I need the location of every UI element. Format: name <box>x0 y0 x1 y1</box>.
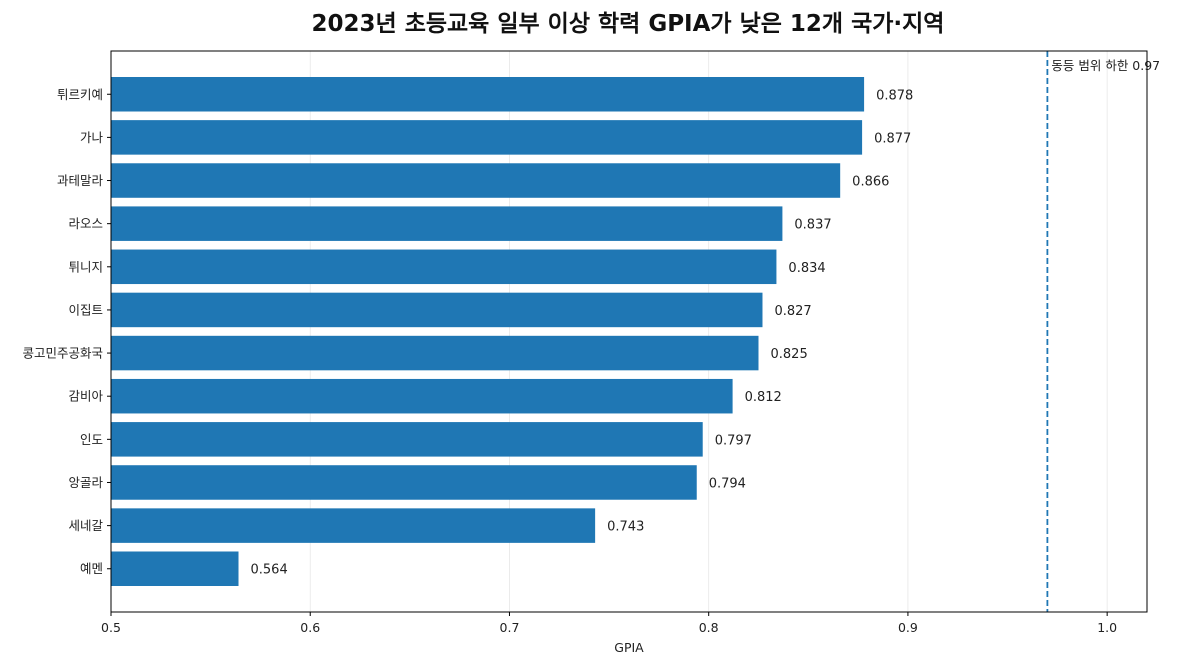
x-tick-label: 0.9 <box>898 620 918 635</box>
bar-value-label: 0.812 <box>745 390 782 405</box>
category-label: 튀니지 <box>68 259 103 274</box>
bar <box>111 206 783 241</box>
bar-value-label: 0.877 <box>874 131 911 146</box>
bar-value-label: 0.564 <box>251 563 288 578</box>
bar <box>111 508 596 543</box>
reference-line-group: 동등 범위 하한 0.97 <box>1046 51 1160 612</box>
bar-value-label: 0.743 <box>607 520 644 535</box>
bar <box>111 378 733 414</box>
category-label: 세네갈 <box>68 518 103 533</box>
category-label: 과테말라 <box>57 173 104 188</box>
bar <box>111 335 759 371</box>
category-label: 가나 <box>80 130 104 145</box>
reference-line-label: 동등 범위 하한 0.97 <box>1051 58 1160 73</box>
category-label: 인도 <box>80 432 103 447</box>
bar <box>111 163 841 198</box>
x-axis-label: GPIA <box>614 640 644 655</box>
category-label: 앙골라 <box>68 475 103 490</box>
x-tick-label: 0.7 <box>500 620 520 635</box>
bar-value-label: 0.878 <box>876 88 913 103</box>
bar <box>111 465 697 500</box>
category-label: 감비아 <box>68 389 103 404</box>
bar-value-label: 0.825 <box>771 347 808 362</box>
x-tick-label: 0.5 <box>101 620 121 635</box>
x-tick-label: 1.0 <box>1097 620 1117 635</box>
category-label: 라오스 <box>68 216 103 231</box>
bar <box>111 292 763 328</box>
x-tick-label: 0.8 <box>699 620 719 635</box>
plot-frame <box>110 50 1148 613</box>
bar-value-label: 0.794 <box>709 476 746 491</box>
bar-value-label: 0.827 <box>774 304 811 319</box>
bar-value-label: 0.797 <box>715 433 752 448</box>
bar-value-label: 0.837 <box>794 218 831 233</box>
category-label: 예멘 <box>80 561 103 576</box>
chart-title: 2023년 초등교육 일부 이상 학력 GPIA가 낮은 12개 국가·지역 <box>312 11 945 37</box>
category-label: 콩고민주공화국 <box>22 346 103 361</box>
x-axis-ticks: 0.5 0.6 0.7 0.8 0.9 1.0 <box>101 612 1117 635</box>
bar-value-label: 0.834 <box>788 261 825 276</box>
bar <box>111 551 239 586</box>
bar-value-label: 0.866 <box>852 175 889 190</box>
x-tick-label: 0.6 <box>300 620 320 635</box>
category-label: 이집트 <box>68 302 103 317</box>
category-label: 튀르키예 <box>57 87 103 102</box>
bar <box>111 77 865 112</box>
bar <box>111 249 777 285</box>
bars: 0.878 0.877 0.866 0.837 0.834 0.827 0.825 0.812… <box>111 77 913 586</box>
bar <box>111 422 703 457</box>
bar <box>111 120 863 155</box>
